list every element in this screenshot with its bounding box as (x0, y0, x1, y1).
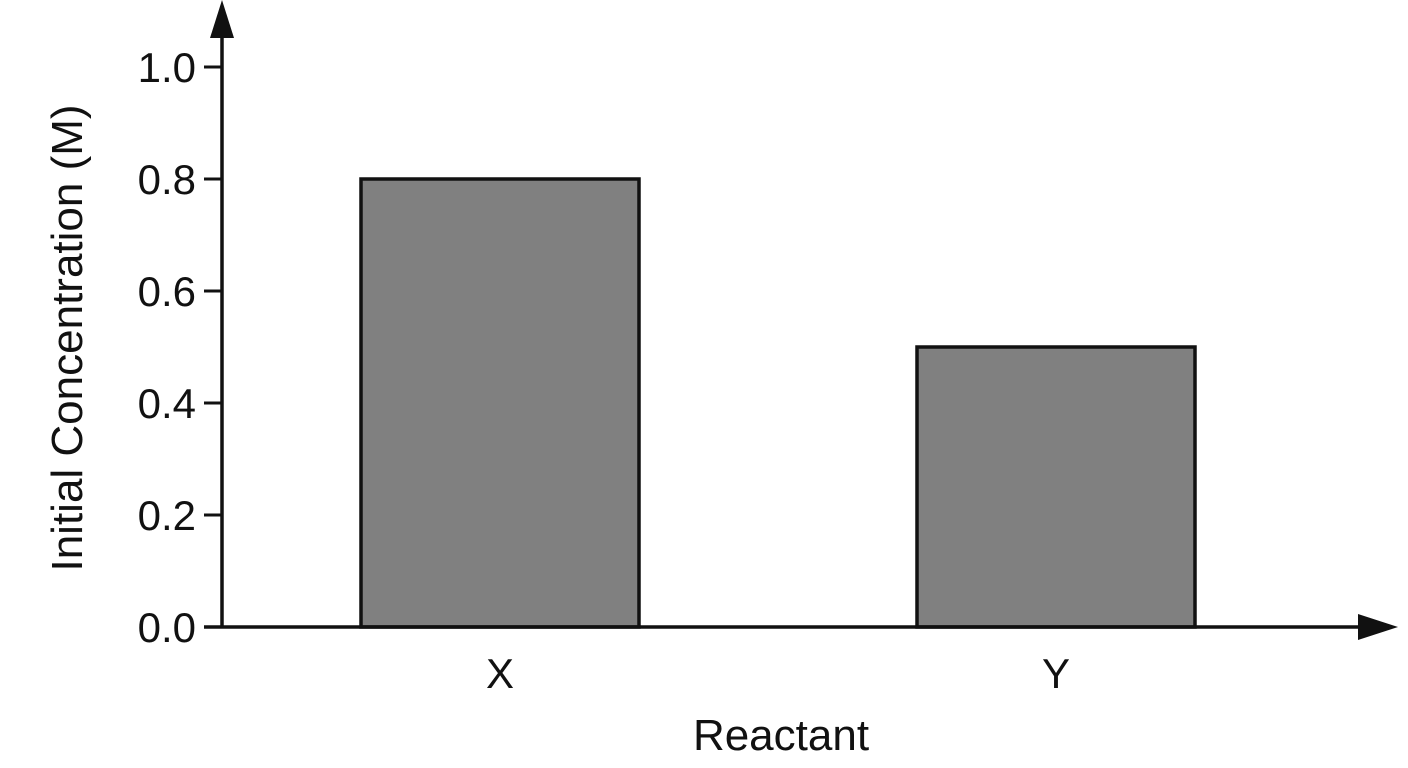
y-tick-label: 0.6 (138, 268, 196, 315)
y-tick-label: 0.4 (138, 380, 196, 427)
y-tick-label: 0.8 (138, 156, 196, 203)
y-ticks-group: 0.0 0.2 0.4 0.6 0.8 1.0 (138, 44, 222, 651)
x-tick-label: Y (1042, 650, 1070, 697)
y-axis-title: Initial Concentration (M) (43, 104, 92, 571)
y-tick-label: 0.0 (138, 604, 196, 651)
bar-x (359, 177, 641, 629)
y-axis-arrow (210, 0, 234, 38)
y-tick-label: 0.2 (138, 492, 196, 539)
x-axis-arrow (1358, 614, 1398, 640)
x-axis-title: Reactant (693, 711, 869, 760)
bar-y (915, 345, 1197, 629)
x-tick-label: X (486, 650, 514, 697)
bars-group (359, 177, 1197, 629)
y-tick-label: 1.0 (138, 44, 196, 91)
